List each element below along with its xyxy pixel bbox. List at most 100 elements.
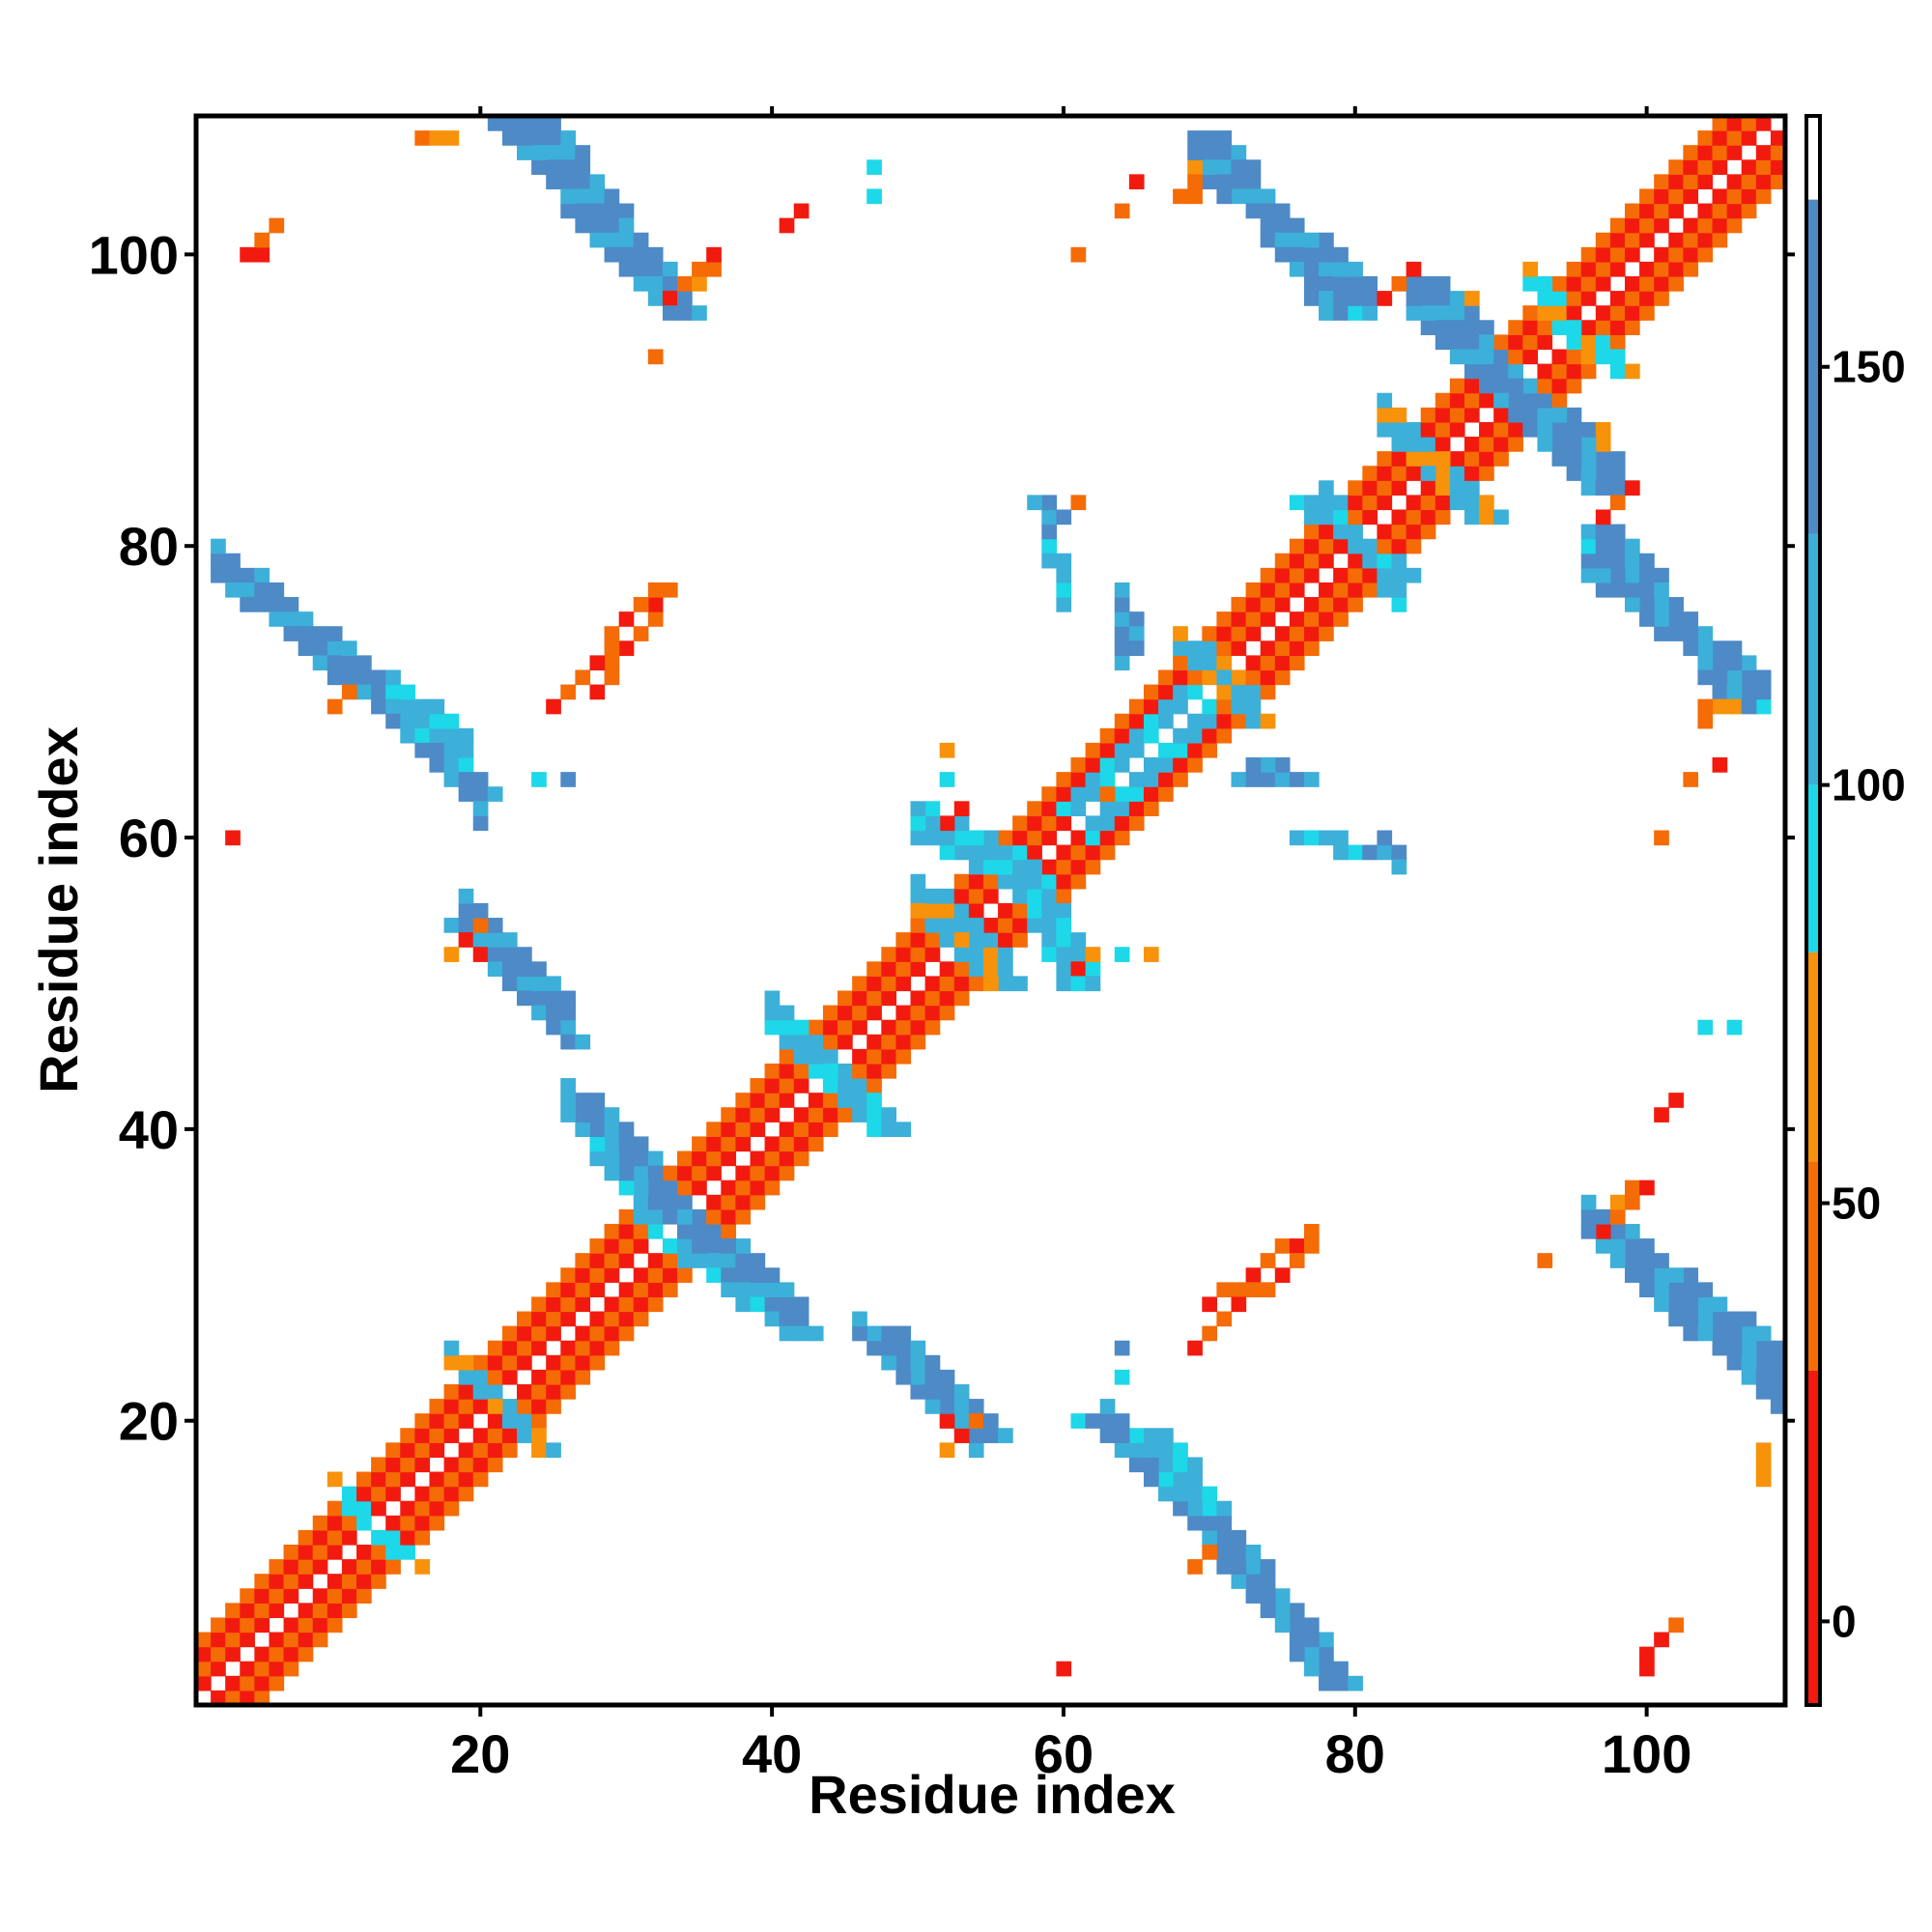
heatmap-cell (312, 1515, 328, 1531)
heatmap-cell (1099, 801, 1116, 816)
heatmap-cell (1654, 246, 1669, 263)
heatmap-cell (1624, 363, 1640, 380)
heatmap-cell (1173, 1486, 1188, 1502)
heatmap-cell (1697, 246, 1714, 263)
heatmap-cell (1289, 1603, 1305, 1619)
heatmap-cell (1624, 276, 1640, 292)
heatmap-cell (735, 1208, 752, 1225)
heatmap-cell (1041, 947, 1058, 962)
heatmap-cell (647, 1194, 664, 1210)
heatmap-cell (881, 1019, 896, 1036)
heatmap-cell (240, 567, 255, 583)
heatmap-cell (1231, 1282, 1247, 1298)
heatmap-cell (1712, 159, 1728, 175)
heatmap-cell (1406, 509, 1422, 526)
heatmap-cell (867, 1078, 882, 1094)
heatmap-cell (953, 888, 970, 904)
heatmap-cell (1187, 1559, 1203, 1575)
heatmap-cell (1216, 669, 1233, 686)
heatmap-cell (750, 1253, 766, 1268)
heatmap-cell (1377, 495, 1393, 511)
heatmap-cell (1056, 597, 1072, 612)
heatmap-cell (1668, 611, 1684, 627)
heatmap-cell (647, 611, 664, 627)
heatmap-cell (298, 640, 314, 656)
heatmap-cell (356, 1471, 372, 1488)
heatmap-cell (400, 1457, 415, 1473)
heatmap-cell (764, 1296, 781, 1313)
heatmap-cell (371, 1559, 386, 1575)
heatmap-cell (560, 130, 576, 146)
heatmap-cell (867, 1107, 882, 1122)
heatmap-cell (429, 727, 445, 744)
heatmap-cell (531, 116, 547, 131)
heatmap-cell (618, 1325, 635, 1342)
heatmap-cell (1012, 888, 1028, 904)
heatmap-cell (1522, 392, 1539, 409)
heatmap-cell (867, 1005, 882, 1021)
heatmap-cell (1639, 305, 1655, 321)
heatmap-cell (1303, 232, 1320, 248)
heatmap-cell (1595, 1223, 1611, 1239)
heatmap-cell (1609, 553, 1626, 569)
heatmap-cell (575, 1253, 591, 1268)
heatmap-cell (443, 772, 460, 787)
heatmap-cell (1085, 830, 1101, 846)
heatmap-cell (1202, 1529, 1218, 1546)
heatmap-cell (1479, 451, 1494, 467)
heatmap-cell (1595, 334, 1611, 351)
heatmap-cell (1435, 466, 1451, 481)
heatmap-cell (953, 1428, 970, 1443)
heatmap-cell (531, 130, 547, 146)
heatmap-cell (647, 291, 664, 306)
heatmap-cell (298, 1603, 314, 1619)
heatmap-cell (211, 1632, 226, 1648)
heatmap-cell (618, 1223, 635, 1239)
heatmap-cell (211, 1690, 226, 1706)
heatmap-cell (822, 1034, 838, 1050)
heatmap-cell (1537, 421, 1553, 438)
heatmap-cell (750, 1078, 766, 1094)
heatmap-cell (1595, 261, 1611, 277)
heatmap-cell (852, 1093, 867, 1108)
heatmap-cell (1333, 844, 1349, 861)
heatmap-cell (517, 1325, 532, 1342)
heatmap-cell (1624, 1223, 1640, 1239)
heatmap-cell (501, 130, 518, 146)
heatmap-cell (546, 130, 561, 146)
heatmap-cell (1639, 553, 1655, 569)
heatmap-cell (1391, 421, 1407, 438)
heatmap-cell (1333, 291, 1349, 306)
heatmap-cell (1245, 655, 1262, 671)
heatmap-cell (881, 1325, 896, 1342)
heatmap-cell (1114, 815, 1130, 832)
heatmap-cell (458, 918, 474, 933)
heatmap-cell (1420, 466, 1436, 481)
heatmap-cell (779, 1296, 795, 1313)
heatmap-cell (1741, 203, 1757, 219)
heatmap-cell (269, 1646, 285, 1662)
heatmap-cell (1537, 392, 1553, 409)
heatmap-cell (953, 902, 970, 919)
heatmap-cell (211, 1661, 226, 1677)
heatmap-cell (414, 130, 431, 146)
heatmap-cell (414, 1529, 431, 1546)
heatmap-cell (881, 990, 896, 1007)
heatmap-cell (1609, 1253, 1626, 1268)
heatmap-cell (589, 1136, 606, 1152)
heatmap-cell (677, 1179, 693, 1196)
heatmap-cell (677, 305, 693, 321)
heatmap-cell (487, 116, 503, 131)
heatmap-cell (1609, 363, 1626, 380)
heatmap-cell (1551, 276, 1568, 292)
heatmap-cell (560, 159, 576, 175)
heatmap-cell (1391, 597, 1407, 612)
heatmap-cell (487, 918, 503, 933)
heatmap-cell (254, 1661, 270, 1677)
heatmap-cell (1056, 801, 1072, 816)
heatmap-cell (341, 1559, 357, 1575)
heatmap-cell (1289, 1646, 1305, 1662)
heatmap-cell (1289, 261, 1305, 277)
heatmap-cell (1609, 582, 1626, 598)
